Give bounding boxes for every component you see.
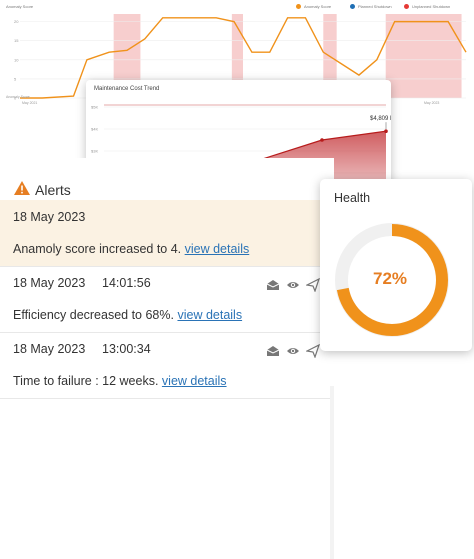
y-tick-label: $3K [91, 149, 98, 154]
anomaly-score-line [20, 17, 467, 99]
cost-point [384, 129, 388, 133]
alert-message: Anamoly score increased to 4. view detai… [13, 242, 249, 256]
y-tick-label: 10 [14, 57, 19, 62]
alert-message: Time to failure : 12 weeks. view details [13, 374, 227, 388]
mail-icon[interactable] [266, 344, 280, 358]
x-tick-start: May 2021 [22, 101, 38, 105]
unplanned-shutdown-band [231, 14, 243, 98]
health-title: Health [334, 191, 371, 205]
alert-message-text: Anamoly score increased to 4. [13, 242, 182, 256]
legend-label: Planned Shutdown [358, 4, 392, 9]
legend-dot-icon [404, 4, 409, 9]
alerts-scrollbar[interactable] [330, 386, 334, 559]
alert-date: 18 May 2023 [13, 276, 86, 290]
health-gauge [335, 223, 449, 337]
x-tick-end: May 2023 [424, 101, 440, 105]
alert-date: 18 May 2023 [13, 210, 86, 224]
legend-dot-icon [296, 4, 301, 9]
view-details-link[interactable]: view details [177, 308, 243, 322]
send-icon[interactable] [305, 277, 321, 293]
alert-item: 18 May 2023 Anamoly score increased to 4… [0, 200, 334, 267]
alert-date: 18 May 2023 [13, 342, 86, 356]
mail-icon[interactable] [266, 278, 280, 292]
view-details-link[interactable]: view details [184, 242, 250, 256]
unplanned-shutdown-band [385, 14, 462, 98]
cost-point [320, 138, 324, 142]
eye-icon[interactable] [286, 344, 300, 358]
y-tick-label: $5K [91, 105, 98, 110]
alert-item: 18 May 2023 13:00:34 Time to failure : 1… [0, 332, 334, 399]
y-tick-label: 0 [14, 96, 17, 101]
alert-time: 13:00:34 [102, 342, 151, 356]
alerts-header: Alerts [0, 166, 334, 206]
y-tick-label: 5 [14, 76, 17, 81]
view-details-link[interactable]: view details [161, 374, 227, 388]
alert-item: 18 May 2023 14:01:56 Efficiency decrease… [0, 266, 334, 333]
eye-icon[interactable] [286, 278, 300, 292]
gauge-arc [336, 224, 448, 336]
alert-time: 14:01:56 [102, 276, 151, 290]
anomaly-chart-title: Anomaly Score [6, 4, 34, 9]
legend-label: Anomaly Score [304, 4, 332, 9]
alert-actions [266, 277, 321, 293]
warning-icon [14, 181, 30, 195]
alerts-title: Alerts [35, 182, 71, 198]
legend-anomaly-score: Anomaly Score [296, 4, 331, 9]
health-value: 72% [372, 269, 408, 288]
maintenance-card-title: Maintenance Cost Trend [94, 86, 160, 92]
alert-message-text: Efficiency decreased to 68%. [13, 308, 174, 322]
annotation-label: $4,809 K [370, 116, 391, 122]
health-card: Health 72% [320, 179, 472, 351]
alerts-panel: Alerts 18 May 2023 Anamoly score increas… [0, 158, 334, 559]
legend-label: Unplanned Shutdown [412, 4, 451, 9]
y-axis-label: Anomaly Score [6, 95, 30, 99]
y-tick-label: 15 [14, 38, 19, 43]
anomaly-plot: 20 15 10 5 0 [14, 14, 467, 101]
legend-planned-shutdown: Planned Shutdown [350, 4, 392, 9]
alert-message: Efficiency decreased to 68%. view detail… [13, 308, 242, 322]
alert-message-text: Time to failure : 12 weeks. [13, 374, 159, 388]
y-tick-label: 20 [14, 19, 19, 24]
legend-unplanned-shutdown: Unplanned Shutdown [404, 4, 450, 9]
y-tick-label: $4K [91, 127, 98, 132]
legend-dot-icon [350, 4, 355, 9]
alert-actions [266, 343, 321, 359]
send-icon[interactable] [305, 343, 321, 359]
